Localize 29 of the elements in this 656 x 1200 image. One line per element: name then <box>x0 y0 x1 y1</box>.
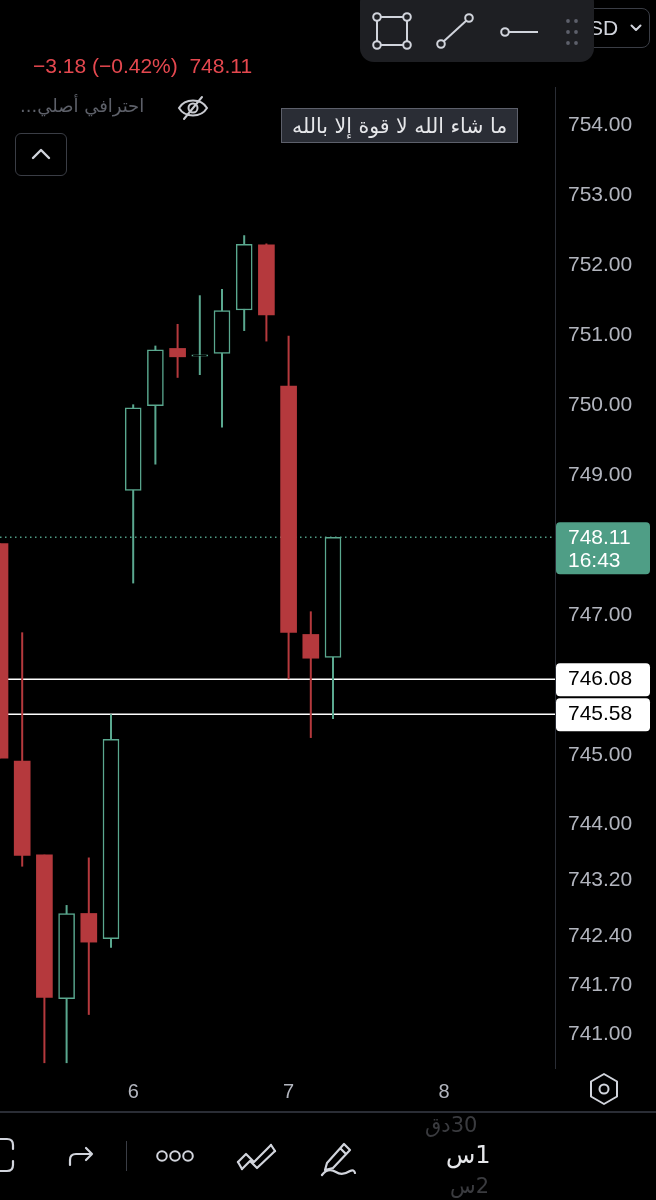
annotation: احترافي أصلي... <box>20 93 145 119</box>
ref-line-label: 745.58 <box>568 700 633 724</box>
candlestick <box>191 294 209 377</box>
y-tick-label: 754.00 <box>568 112 633 136</box>
ref-line-label: 748.11 <box>568 525 631 549</box>
y-tick-label: 742.40 <box>568 923 633 947</box>
y-tick-label: 751.00 <box>568 321 633 345</box>
x-tick-label: 7 <box>283 1079 295 1102</box>
y-tick-label: 741.00 <box>568 1021 633 1045</box>
chart-subtitle: −3.18 (−0.42%) 748.11 <box>33 53 253 79</box>
ref-line-label: 746.08 <box>568 665 633 689</box>
y-tick-label: 752.00 <box>568 252 633 276</box>
y-tick-label: 745.00 <box>568 741 633 765</box>
text: 30دق <box>425 1113 478 1137</box>
y-tick-label: 749.00 <box>568 461 633 485</box>
y-tick-label: 750.00 <box>568 391 633 415</box>
candlestick <box>169 322 186 379</box>
y-tick-label: 743.20 <box>568 867 633 891</box>
y-tick-label: 747.00 <box>568 601 633 625</box>
text: 16:43 <box>568 548 621 572</box>
annotation: ما شاء الله لا قوة إلا بالله <box>292 113 508 138</box>
y-tick-label: 741.70 <box>568 972 633 996</box>
x-tick-label: 8 <box>438 1079 450 1102</box>
x-tick-label: 6 <box>127 1079 139 1102</box>
y-tick-label: 753.00 <box>568 182 633 206</box>
y-tick-label: 744.00 <box>568 811 633 835</box>
text: 1س <box>446 1140 491 1170</box>
text: 2س <box>450 1174 490 1198</box>
note-box: ما شاء الله لا قوة إلا بالله <box>281 108 519 143</box>
